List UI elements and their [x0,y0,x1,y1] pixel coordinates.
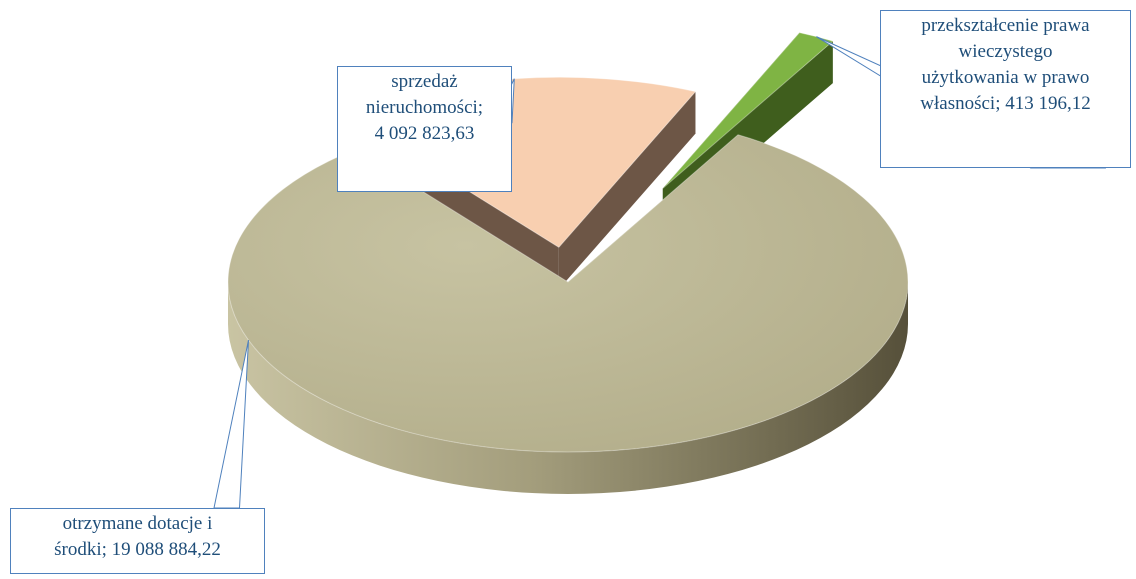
data-label-line: użytkowania w prawo [921,67,1090,88]
data-label-line: wieczystego [958,41,1053,62]
data-label-line: nieruchomości; [365,97,484,118]
data-label-sprzedaz-nieruchomosci: sprzedaż nieruchomości; 4 092 823,63 [337,66,512,192]
pie-slice-0 [227,134,909,453]
data-label-line: sprzedaż [391,71,458,92]
pie-slice-wall [558,91,696,290]
data-label-line: przekształcenie prawa [921,15,1090,36]
data-label-line: własności; 413 196,12 [920,93,1091,114]
data-label-line: środki; 19 088 884,22 [54,539,221,560]
leader-line [213,340,250,509]
data-label-line: 4 092 823,63 [374,123,475,144]
data-label-line: otrzymane dotacje i [62,513,213,534]
data-label-otrzymane-dotacje: otrzymane dotacje i środki; 19 088 884,2… [10,508,265,574]
data-label-przeksztalcenie-prawa: przekształcenie prawa wieczystego użytko… [880,10,1131,168]
pie-slice-side [228,282,908,494]
